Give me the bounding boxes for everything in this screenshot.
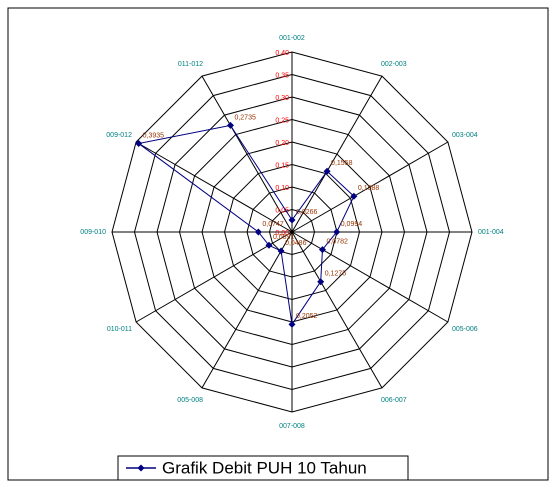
spoke <box>291 75 383 233</box>
tick-label: 0,30 <box>275 95 289 102</box>
category-label: 002-003 <box>381 61 407 68</box>
data-label: 0,0486 <box>285 240 307 247</box>
data-point <box>254 228 262 236</box>
category-label: 005-008 <box>177 397 203 404</box>
category-label: 009-012 <box>106 132 132 139</box>
data-point <box>317 278 325 286</box>
data-label: 0,0591 <box>273 234 295 241</box>
category-label: 001-002 <box>279 35 305 42</box>
legend-box <box>117 455 409 481</box>
category-label: 011-012 <box>178 61 203 68</box>
data-label: 0,3935 <box>143 132 165 139</box>
data-point <box>323 167 331 175</box>
data-point <box>226 121 234 129</box>
data-label: 0,1558 <box>331 160 353 167</box>
tick-label: 0,15 <box>275 162 289 169</box>
data-point <box>135 139 143 147</box>
spoke <box>201 75 293 233</box>
data-label: 0,0747 <box>262 221 284 228</box>
spoke <box>291 231 383 389</box>
category-label: 007-008 <box>279 423 305 430</box>
tick-label: 0,40 <box>275 50 289 57</box>
data-point <box>265 241 273 249</box>
data-label: 0,1588 <box>358 185 380 192</box>
data-point <box>318 246 326 254</box>
data-label: 0,0994 <box>341 221 363 228</box>
tick-label: 0,20 <box>275 140 289 147</box>
tick-label: 0,25 <box>275 117 289 124</box>
category-label: 010-011 <box>107 326 132 333</box>
tick-label: 0,10 <box>275 185 289 192</box>
category-label: 009-010 <box>80 229 106 236</box>
tick-label: 0,05 <box>275 207 289 214</box>
data-point <box>288 320 296 328</box>
legend-marker <box>137 464 145 472</box>
data-label: 0,1275 <box>325 271 347 278</box>
data-label: 0,2052 <box>296 313 318 320</box>
category-label: 005-006 <box>452 326 478 333</box>
spoke <box>201 231 293 389</box>
tick-label: 0,35 <box>275 72 289 79</box>
category-label: 001-004 <box>478 229 504 236</box>
data-point <box>350 192 358 200</box>
legend-label: Grafik Debit PUH 10 Tahun <box>162 458 367 477</box>
tick-label: 0,00 <box>275 230 289 237</box>
data-point <box>288 216 296 224</box>
spoke <box>291 141 449 233</box>
data-label: 0,0782 <box>326 238 348 245</box>
data-label: 0,0266 <box>296 209 318 216</box>
data-label: 0,2735 <box>234 114 256 121</box>
spoke <box>135 231 293 323</box>
chart-frame <box>7 7 549 481</box>
data-point <box>333 228 341 236</box>
category-label: 003-004 <box>452 132 478 139</box>
data-point <box>277 247 285 255</box>
spoke <box>135 141 293 233</box>
spoke <box>291 231 449 323</box>
category-label: 006-007 <box>381 397 407 404</box>
